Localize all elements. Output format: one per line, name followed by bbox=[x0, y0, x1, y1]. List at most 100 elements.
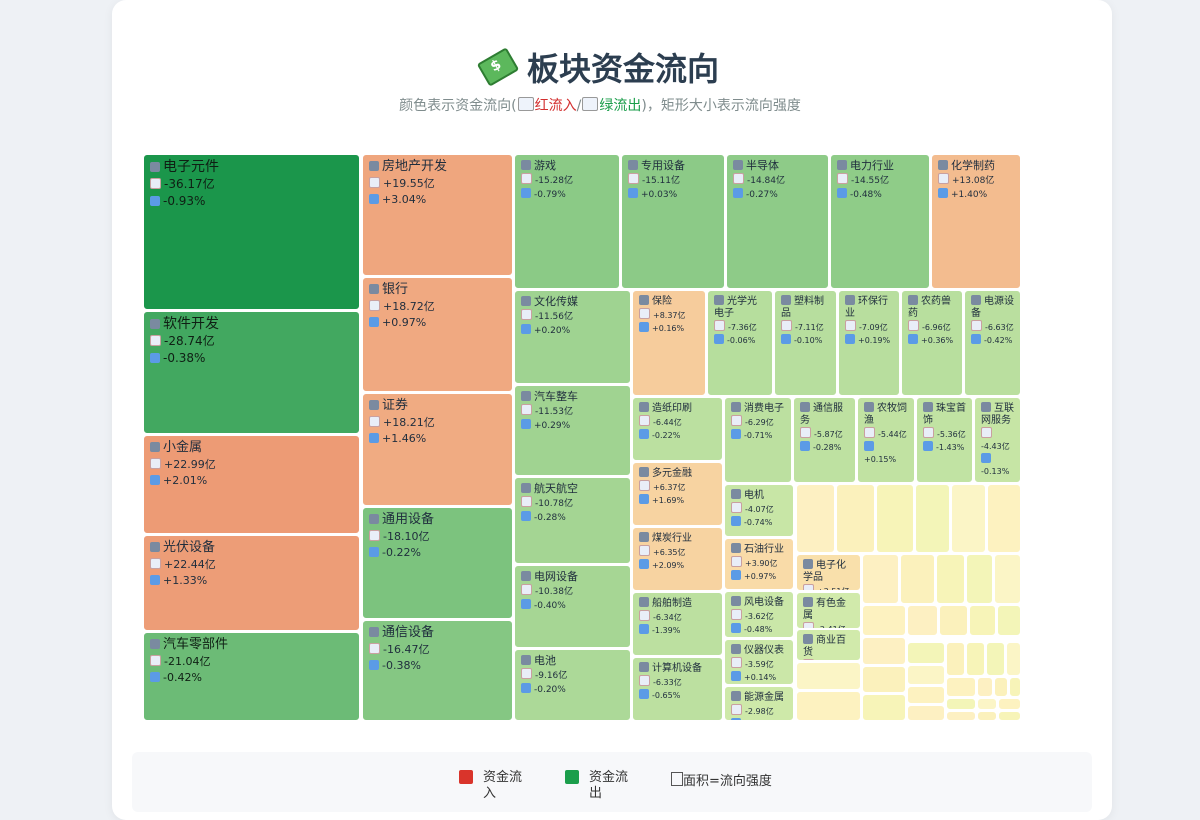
pill-icon bbox=[938, 160, 948, 170]
treemap-tile[interactable]: 互联网服务 -4.43亿 -0.13% bbox=[974, 397, 1021, 483]
treemap-tile[interactable]: 专用设备 -15.11亿 +0.03% bbox=[621, 154, 725, 289]
treemap-tile[interactable]: 通信设备 -16.47亿 -0.38% bbox=[362, 620, 513, 721]
treemap-tile[interactable]: 半导体 -14.84亿 -0.27% bbox=[726, 154, 829, 289]
treemap-tile-small[interactable] bbox=[836, 484, 875, 553]
treemap-tile-small[interactable] bbox=[994, 677, 1008, 697]
treemap-tile[interactable]: 电网设备 -10.38亿 -0.40% bbox=[514, 565, 631, 648]
treemap-tile[interactable]: 电力行业 -14.55亿 -0.48% bbox=[830, 154, 930, 289]
treemap-tile-small[interactable] bbox=[862, 694, 906, 721]
treemap-tile-small[interactable] bbox=[998, 698, 1021, 710]
tile-pct: +0.14% bbox=[731, 671, 787, 684]
treemap-tile[interactable]: 风电设备 -3.62亿 -0.48% bbox=[724, 591, 794, 638]
treemap-tile-small[interactable] bbox=[900, 554, 935, 604]
treemap-tile[interactable]: 农牧饲渔 -5.44亿 +0.15% bbox=[857, 397, 915, 483]
treemap-tile-small[interactable] bbox=[862, 605, 906, 636]
treemap-tile-small[interactable] bbox=[907, 665, 945, 685]
treemap-tile-small[interactable] bbox=[862, 637, 906, 665]
treemap-tile[interactable]: 船舶制造 -6.34亿 -1.39% bbox=[632, 592, 723, 656]
treemap-tile-small[interactable] bbox=[987, 484, 1021, 553]
treemap-tile-small[interactable] bbox=[997, 605, 1021, 636]
treemap-tile[interactable]: 电池 -9.16亿 -0.20% bbox=[514, 649, 631, 721]
treemap-tile[interactable]: 光学光电子 -7.36亿 -0.06% bbox=[707, 290, 773, 396]
treemap-tile[interactable]: 保险 +8.37亿 +0.16% bbox=[632, 290, 706, 396]
treemap-tile-small[interactable] bbox=[966, 554, 993, 604]
treemap-tile[interactable]: 文化传媒 -11.56亿 +0.20% bbox=[514, 290, 631, 384]
treemap-tile[interactable]: 汽车整车 -11.53亿 +0.29% bbox=[514, 385, 631, 476]
treemap-tile-small[interactable] bbox=[1006, 642, 1021, 676]
treemap-tile-small[interactable] bbox=[796, 484, 835, 553]
chart-up-icon bbox=[150, 557, 161, 569]
treemap-tile[interactable]: 银行 +18.72亿 +0.97% bbox=[362, 277, 513, 392]
tile-name-text: 多元金融 bbox=[652, 468, 692, 479]
treemap-tile[interactable]: 煤炭行业 +6.35亿 +2.09% bbox=[632, 527, 723, 591]
treemap-tile-small[interactable] bbox=[876, 484, 914, 553]
tile-name: 航天航空 bbox=[521, 482, 624, 496]
treemap-tile[interactable]: 商业百货-2.35亿 bbox=[796, 629, 861, 661]
treemap-tile-small[interactable] bbox=[936, 554, 965, 604]
treemap-tile-small[interactable] bbox=[939, 605, 968, 636]
treemap-tile[interactable]: 能源金属 -2.98亿 -0.99% bbox=[724, 686, 794, 721]
treemap-tile[interactable]: 化学制药 +13.08亿 +1.40% bbox=[931, 154, 1021, 289]
treemap-tile-small[interactable] bbox=[998, 711, 1021, 721]
treemap-tile-small[interactable] bbox=[966, 642, 985, 676]
treemap-tile[interactable]: 光伏设备 +22.44亿 +1.33% bbox=[143, 535, 360, 631]
chart-down-icon bbox=[582, 97, 599, 111]
treemap-tile-small[interactable] bbox=[977, 677, 993, 697]
treemap-tile-small[interactable] bbox=[946, 677, 976, 697]
treemap-tile[interactable]: 有色金属 -2.41亿 bbox=[796, 592, 861, 629]
treemap-tile-small[interactable] bbox=[907, 705, 945, 721]
treemap-tile-small[interactable] bbox=[796, 691, 861, 721]
treemap-tile-small[interactable] bbox=[986, 642, 1005, 676]
treemap-tile[interactable]: 电子元件 -36.17亿 -0.93% bbox=[143, 154, 360, 310]
treemap-tile[interactable]: 消费电子 -6.29亿 -0.71% bbox=[724, 397, 792, 483]
tile-pct: -1.39% bbox=[639, 624, 716, 637]
treemap-tile-small[interactable] bbox=[969, 605, 996, 636]
tile-pct: -0.20% bbox=[521, 682, 624, 697]
treemap-tile-small[interactable] bbox=[994, 554, 1021, 604]
treemap-tile[interactable]: 环保行业 -7.09亿 +0.19% bbox=[838, 290, 900, 396]
treemap-tile[interactable]: 石油行业 +3.90亿 +0.97% bbox=[724, 538, 794, 590]
treemap-tile[interactable]: 电机 -4.07亿 -0.74% bbox=[724, 484, 794, 537]
treemap-tile-small[interactable] bbox=[946, 698, 976, 710]
tile-flow-value: +18.72亿 bbox=[383, 299, 435, 313]
treemap-tile[interactable]: 小金属 +22.99亿 +2.01% bbox=[143, 435, 360, 534]
treemap-tile[interactable]: 游戏 -15.28亿 -0.79% bbox=[514, 154, 620, 289]
treemap-tile-small[interactable] bbox=[796, 662, 861, 690]
tile-flow-value: -15.11亿 bbox=[642, 176, 681, 186]
treemap-tile-small[interactable] bbox=[907, 605, 938, 636]
treemap-tile[interactable]: 航天航空 -10.78亿 -0.28% bbox=[514, 477, 631, 564]
treemap-tile[interactable]: 软件开发 -28.74亿 -0.38% bbox=[143, 311, 360, 434]
treemap-tile-small[interactable] bbox=[1009, 677, 1021, 697]
treemap-tile-small[interactable] bbox=[977, 711, 997, 721]
treemap-tile[interactable]: 农药兽药 -6.96亿 +0.36% bbox=[901, 290, 963, 396]
treemap-tile[interactable]: 汽车零部件 -21.04亿 -0.42% bbox=[143, 632, 360, 721]
treemap-tile[interactable]: 珠宝首饰 -5.36亿 -1.43% bbox=[916, 397, 973, 483]
treemap-tile[interactable]: 仪器仪表 -3.59亿 +0.14% bbox=[724, 639, 794, 685]
treemap-tile[interactable]: 造纸印刷 -6.44亿 -0.22% bbox=[632, 397, 723, 461]
treemap-tile-small[interactable] bbox=[977, 698, 997, 710]
treemap-tile[interactable]: 多元金融 +6.37亿 +1.69% bbox=[632, 462, 723, 526]
tile-name-text: 电机 bbox=[744, 490, 764, 501]
treemap-tile-small[interactable] bbox=[946, 642, 965, 676]
treemap-tile-small[interactable] bbox=[907, 686, 945, 704]
treemap-tile-small[interactable] bbox=[946, 711, 976, 721]
treemap-tile[interactable]: 证券 +18.21亿 +1.46% bbox=[362, 393, 513, 506]
treemap-tile[interactable]: 电源设备 -6.63亿 -0.42% bbox=[964, 290, 1021, 396]
tile-flow: -2.98亿 bbox=[731, 704, 787, 718]
tile-flow-value: +6.37亿 bbox=[653, 483, 686, 492]
treemap-tile-small[interactable] bbox=[951, 484, 986, 553]
treemap-tile-small[interactable] bbox=[862, 666, 906, 693]
tile-pct-value: +2.09% bbox=[652, 561, 685, 571]
treemap-tile[interactable]: 计算机设备 -6.33亿 -0.65% bbox=[632, 657, 723, 721]
treemap-tile[interactable]: 塑料制品 -7.11亿 -0.10% bbox=[774, 290, 837, 396]
tile-name-text: 塑料制品 bbox=[781, 296, 824, 319]
treemap-tile-small[interactable] bbox=[915, 484, 950, 553]
treemap-tile-small[interactable] bbox=[907, 642, 945, 664]
treemap-tile[interactable]: 通信服务 -5.87亿 -0.28% bbox=[793, 397, 856, 483]
treemap-tile[interactable]: 房地产开发 +19.55亿 +3.04% bbox=[362, 154, 513, 276]
tile-pct: -0.48% bbox=[731, 623, 787, 636]
tile-pct: +0.16% bbox=[639, 322, 699, 335]
treemap-tile[interactable]: 电子化学品 +2.51亿 bbox=[796, 554, 861, 591]
treemap-tile-small[interactable] bbox=[862, 554, 899, 604]
treemap-tile[interactable]: 通用设备 -18.10亿 -0.22% bbox=[362, 507, 513, 619]
